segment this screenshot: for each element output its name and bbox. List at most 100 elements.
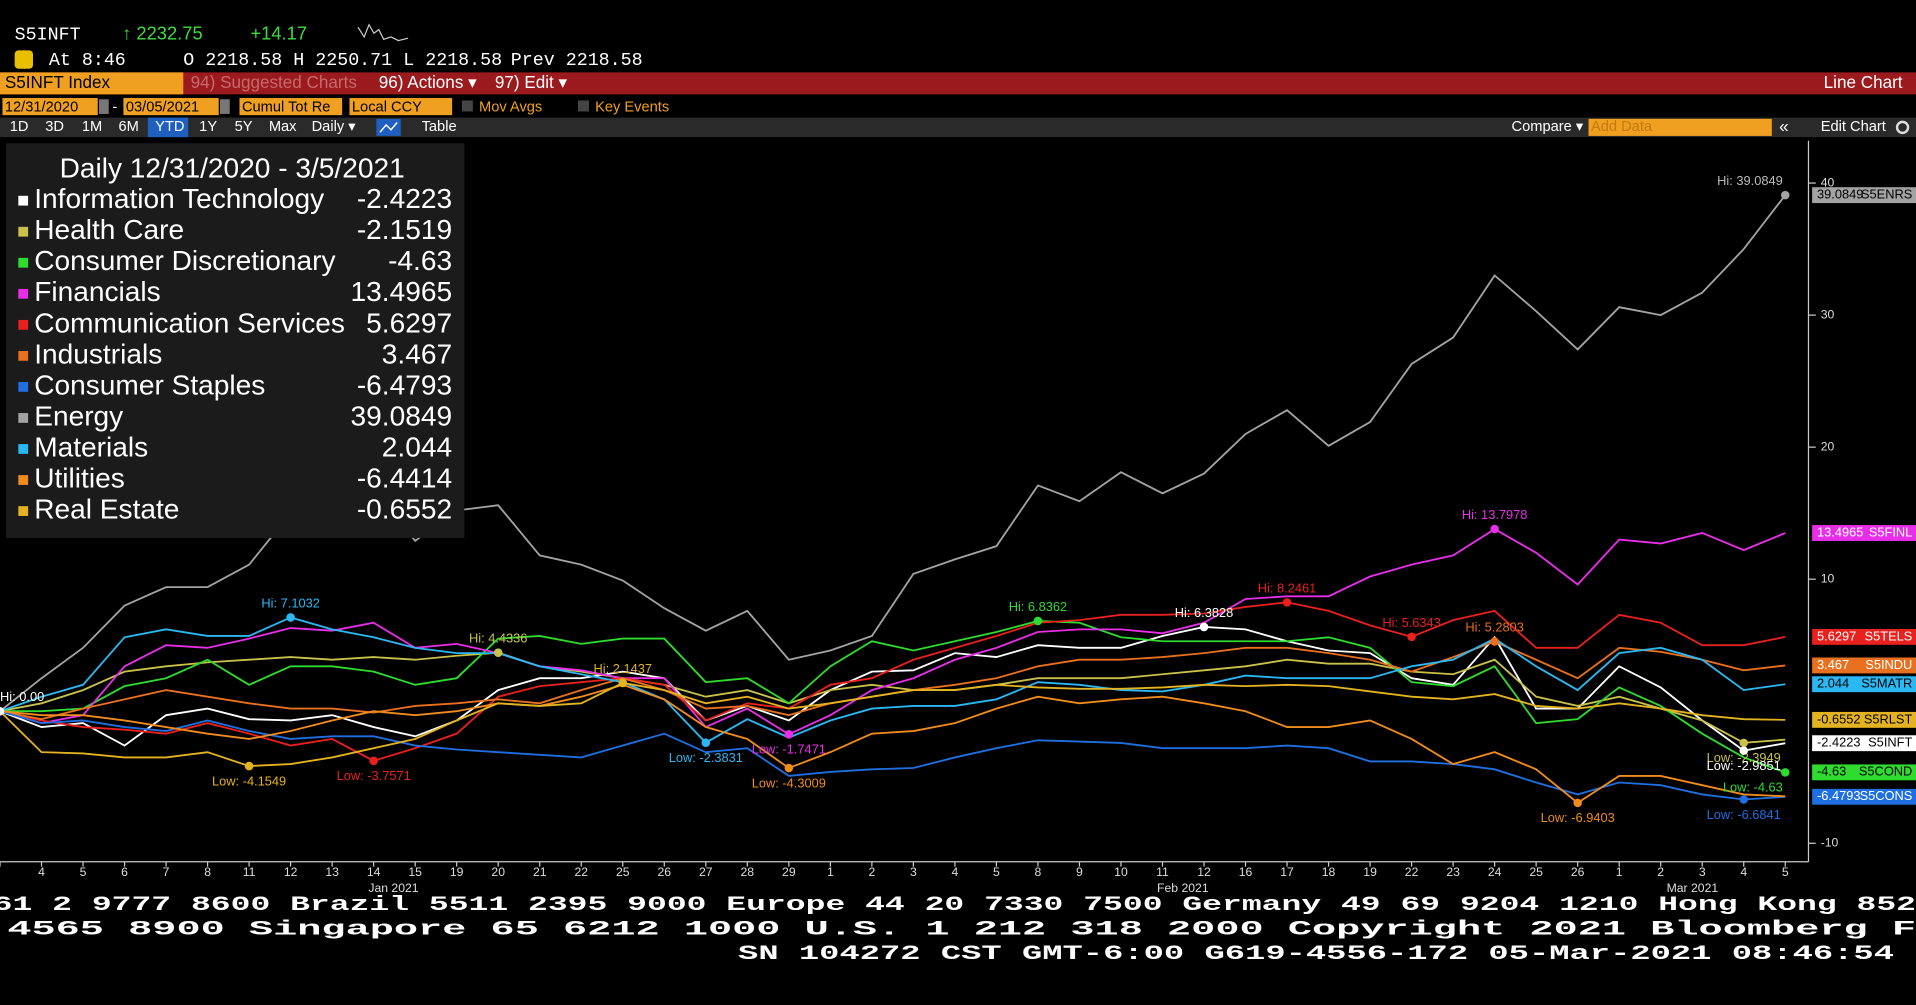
extreme-label: Low: -1.7471 <box>752 742 826 757</box>
actions-menu[interactable]: 96) Actions ▾ <box>379 73 477 92</box>
x-tick-label: 8 <box>1035 865 1042 879</box>
period-button[interactable]: 1Y <box>199 119 217 135</box>
selected-period <box>147 117 189 138</box>
period-button[interactable]: 1M <box>82 119 102 135</box>
checkbox[interactable] <box>577 100 589 112</box>
compare[interactable]: Compare ▾ <box>1512 119 1584 135</box>
open: O 2218.58 <box>183 50 282 71</box>
legend-name: Financials <box>34 276 160 307</box>
legend-swatch <box>18 257 29 268</box>
extreme-label: Hi: 2.1437 <box>594 661 652 676</box>
extreme-label: Low: -3.7571 <box>337 768 411 783</box>
x-tick-label: 28 <box>741 865 755 879</box>
currency[interactable]: Local CCY <box>352 100 422 116</box>
x-tick-label: 16 <box>1239 865 1253 879</box>
period-button[interactable]: 1D <box>10 119 29 135</box>
key-events[interactable]: Key Events <box>595 100 669 116</box>
extreme-point <box>1739 738 1749 748</box>
security-field[interactable] <box>0 72 184 95</box>
x-tick-label: 26 <box>1571 865 1585 879</box>
period-button[interactable]: 3D <box>45 119 64 135</box>
x-tick-label: 7 <box>163 865 170 879</box>
x-tick-label: 4 <box>38 865 45 879</box>
end-label-box <box>1812 735 1916 752</box>
edit-menu[interactable]: 97) Edit ▾ <box>495 73 568 92</box>
legend-value: -2.4223 <box>357 183 452 214</box>
end-label-box <box>1812 676 1916 693</box>
date-separator: - <box>112 100 117 116</box>
start-field[interactable] <box>2 98 98 116</box>
x-tick-label: 21 <box>533 865 547 879</box>
suggested-charts[interactable]: 94) Suggested Charts <box>191 73 357 92</box>
checkbox[interactable] <box>461 100 473 112</box>
frequency[interactable]: Daily ▾ <box>312 119 357 135</box>
extreme-point <box>1490 637 1499 646</box>
field-select[interactable] <box>239 98 343 116</box>
security[interactable]: S5INFT Index <box>5 73 111 92</box>
end-label-value: 39.0849 <box>1817 187 1863 202</box>
legend-value: -4.63 <box>388 245 452 276</box>
legend-swatch <box>18 319 29 330</box>
period-button[interactable]: 5Y <box>235 119 253 135</box>
low: L 2218.58 <box>403 50 502 71</box>
calendar-icon[interactable] <box>219 99 230 114</box>
x-tick-label: 5 <box>993 865 1000 879</box>
extreme-label: Hi: 5.6343 <box>1382 615 1440 630</box>
series-line <box>0 710 1786 801</box>
legend-swatch <box>18 288 29 299</box>
end-field[interactable] <box>123 98 219 116</box>
start-date[interactable]: 12/31/2020 <box>5 100 78 116</box>
x-tick-label: 3 <box>910 865 917 879</box>
chart-icon-line <box>379 122 398 133</box>
x-tick-label: 11 <box>1156 865 1169 879</box>
edit-chart[interactable]: Edit Chart <box>1821 119 1886 135</box>
y-tick-label: 30 <box>1821 307 1835 321</box>
legend-value: -6.4793 <box>357 369 452 400</box>
high: H 2250.71 <box>293 50 392 71</box>
add-data[interactable]: Add Data <box>1591 119 1653 135</box>
end-label-ticker: S5TELS <box>1865 628 1913 643</box>
legend-name: Consumer Staples <box>34 369 265 400</box>
extreme-point <box>1739 746 1749 755</box>
extreme-label: Hi: 6.8362 <box>1009 599 1067 614</box>
y-tick-label: 20 <box>1821 439 1835 453</box>
end-label-ticker: S5ENRS <box>1861 187 1912 202</box>
extreme-point <box>1780 768 1790 777</box>
change: +14.17 <box>250 22 307 43</box>
mov-avgs[interactable]: Mov Avgs <box>479 100 542 116</box>
extreme-point <box>1033 616 1043 626</box>
legend-value: -2.1519 <box>357 214 452 245</box>
field[interactable]: Cumul Tot Re <box>242 100 331 116</box>
currency-select[interactable] <box>349 98 453 116</box>
period-button[interactable]: YTD <box>155 119 184 135</box>
end-label-value: -2.4223 <box>1817 735 1861 750</box>
series-line <box>0 527 1786 736</box>
period-button[interactable]: Max <box>269 119 297 135</box>
x-tick-label: 4 <box>952 865 959 879</box>
extreme-label: Hi: 4.4336 <box>469 631 527 646</box>
month-label: Feb 2021 <box>1157 881 1209 895</box>
x-tick-label: 2 <box>868 865 875 879</box>
extreme-point <box>1282 598 1292 607</box>
add-data-field[interactable] <box>1588 118 1772 136</box>
extreme-label: Low: -2.3949 <box>1707 750 1781 765</box>
legend-name: Materials <box>34 431 148 462</box>
settings-icon[interactable] <box>1895 120 1910 135</box>
extreme-label: Hi: 0.00 <box>0 689 44 704</box>
extreme-label: Low: -4.3009 <box>752 775 826 790</box>
calendar-icon[interactable] <box>98 99 109 114</box>
x-tick-label: 26 <box>657 865 671 879</box>
collapse[interactable]: « <box>1779 117 1789 136</box>
end-label-ticker: S5FINL <box>1869 524 1913 539</box>
end-date[interactable]: 03/05/2021 <box>126 100 199 116</box>
legend-name: Information Technology <box>34 183 324 214</box>
table-button[interactable]: Table <box>422 119 457 135</box>
extreme-point <box>1490 524 1499 534</box>
x-tick-label: 10 <box>1114 865 1128 879</box>
period-button[interactable]: 6M <box>119 119 139 135</box>
x-tick-label: 25 <box>1529 865 1543 879</box>
end-label-box <box>1812 525 1916 541</box>
legend-swatch <box>18 382 29 392</box>
